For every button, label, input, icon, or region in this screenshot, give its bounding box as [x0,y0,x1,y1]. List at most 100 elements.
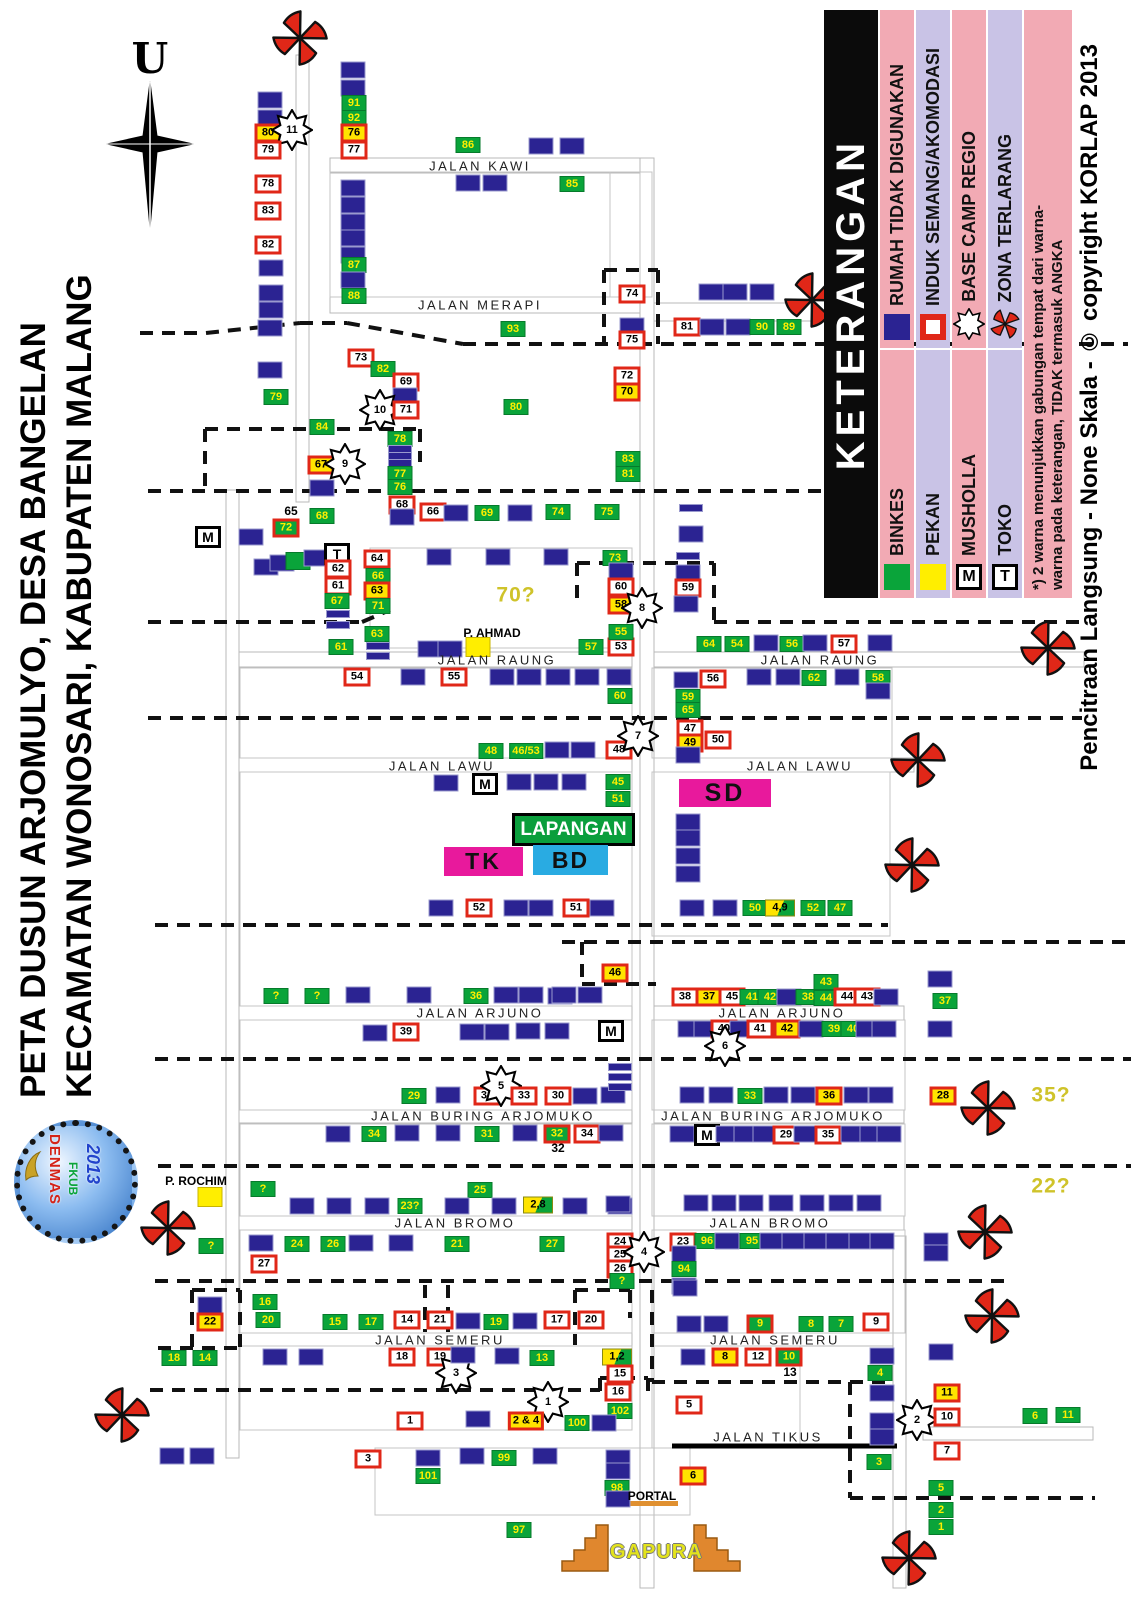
house-unused-marker [802,634,828,652]
house-unused-marker [516,668,542,686]
tk-school-area: TK [444,847,523,876]
induk-semang-marker: 66 [419,502,447,522]
base-camp-marker: 8 [621,587,663,629]
house-unused-marker [698,283,724,301]
numbered-green-marker: 57 [578,639,604,655]
induk-semang-marker: 50 [704,730,732,750]
house-unused-marker [197,1296,223,1314]
house-unused-marker [340,196,366,214]
logo-text-2: FKUB [66,1162,80,1196]
base-camp-marker: 11 [271,109,313,151]
house-unused-marker [298,1348,324,1366]
numbered-green-marker: 13 [529,1350,555,1366]
house-unused-marker [927,970,953,988]
numbered-green-marker: 63 [364,626,390,642]
house-unused-marker [366,652,390,660]
induk-semang-marker: 10 [933,1407,961,1427]
house-unused-marker [340,229,366,247]
numbered-green-marker: 1 [928,1519,954,1535]
legend-note: *) 2 warna menunjukkan gabungan tempat d… [1024,10,1072,598]
house-unused-marker [326,610,350,618]
house-unused-marker [340,271,366,289]
legend-label: TOKO [994,504,1015,556]
house-unused-marker [459,1447,485,1465]
logo-text-3: 2013 [83,1144,103,1185]
house-unused-marker [574,668,600,686]
map-question-label: 22? [1031,1174,1071,1198]
numbered-green-marker: 33 [737,1088,763,1104]
numbered-green-marker: 26 [320,1236,346,1252]
copyright-credit-text: Pencitraan Langsung - None Skala - © cop… [1076,43,1103,771]
house-unused-marker [494,1347,520,1365]
street-label: JALAN MERAPI [418,297,542,313]
house-unused-marker [257,91,283,109]
zona-terlarang-pinwheel-icon [990,309,1020,339]
house-unused-marker [598,1124,624,1142]
numbered-green-marker: 71 [365,598,391,614]
induk-semang-marker: 41 [746,1019,774,1039]
house-unused-marker [834,668,860,686]
legend-strip-2: INDUK SEMANG/AKOMODASI PEKAN [916,10,950,598]
pekan-induk-semang-marker: 70 [613,382,641,402]
base-camp-marker: 7 [617,715,659,757]
numbered-green-marker: 36 [463,988,489,1004]
zona-terlarang-marker [956,1203,1014,1261]
house-unused-marker [340,179,366,197]
base-camp-marker: 2 [896,1399,938,1441]
house-unused-marker [606,668,632,686]
numbered-green-marker: 14 [192,1350,218,1366]
induk-semang-marker: 81 [673,317,701,337]
legend: KETERANGAN RUMAH TIDAK DIGUNAKAN BINKES … [824,10,1072,598]
house-unused-marker [712,899,738,917]
gapura-gate-icon [561,1524,609,1572]
induk-semang-marker: 15 [606,1364,634,1384]
pekan-induk-semang-marker: 6 [679,1466,707,1486]
street-label: JALAN RAUNG [760,652,880,668]
house-unused-marker [868,1086,894,1104]
house-unused-marker [671,1245,697,1263]
street-label: JALAN BURING ARJOMUKO [371,1108,595,1124]
house-unused-marker [865,682,891,700]
legend-label: RUMAH TIDAK DIGUNAKAN [886,64,907,306]
numbered-green-marker: 73 [602,550,628,566]
house-unused-marker [533,773,559,791]
induk-semang-marker: 71 [392,400,420,420]
house-unused-marker [589,899,615,917]
house-unused-marker [528,137,554,155]
numbered-green-marker: 69 [474,505,500,521]
legend-label: INDUK SEMANG/AKOMODASI [922,47,943,306]
legend-note-line2: warna pada keterangan, TIDAK termasuk AN… [1049,239,1066,590]
house-unused-marker [400,668,426,686]
logo-eagle-icon [25,1150,42,1182]
house-unused-marker [258,301,284,319]
house-unused-marker [443,504,469,522]
map-text-label: PORTAL [627,1489,677,1503]
zona-terlarang-marker [963,1287,1021,1345]
musholla-marker: M [598,1020,624,1042]
gapura-label: GAPURA [610,1541,703,1563]
house-unused-marker [675,829,701,847]
induk-semang-marker: 77 [340,140,368,160]
numbered-green-marker: 67 [324,593,350,609]
house-unused-marker [867,634,893,652]
logo-text-1: DENMAS [46,1134,63,1206]
pekan-induk-semang-marker: 36 [815,1086,843,1106]
numbered-green-marker: 21 [444,1236,470,1252]
map-text-label: P. ROCHIM [165,1174,227,1188]
house-unused-marker [482,174,508,192]
sd-school-area: SD [679,779,771,807]
numbered-green-marker: 52 [800,900,826,916]
numbered-green-marker: 91 [341,95,367,111]
house-unused-marker [465,1410,491,1428]
induk-semang-marker: 60 [607,577,635,597]
house-unused-marker [608,1083,632,1091]
binkes-icon [884,564,910,590]
house-unused-marker [257,361,283,379]
base-camp-star-icon [953,308,985,340]
numbered-green-marker: 80 [503,399,529,415]
pekan-marker [197,1187,223,1207]
house-unused-marker [722,283,748,301]
house-unused-marker [572,1087,598,1105]
